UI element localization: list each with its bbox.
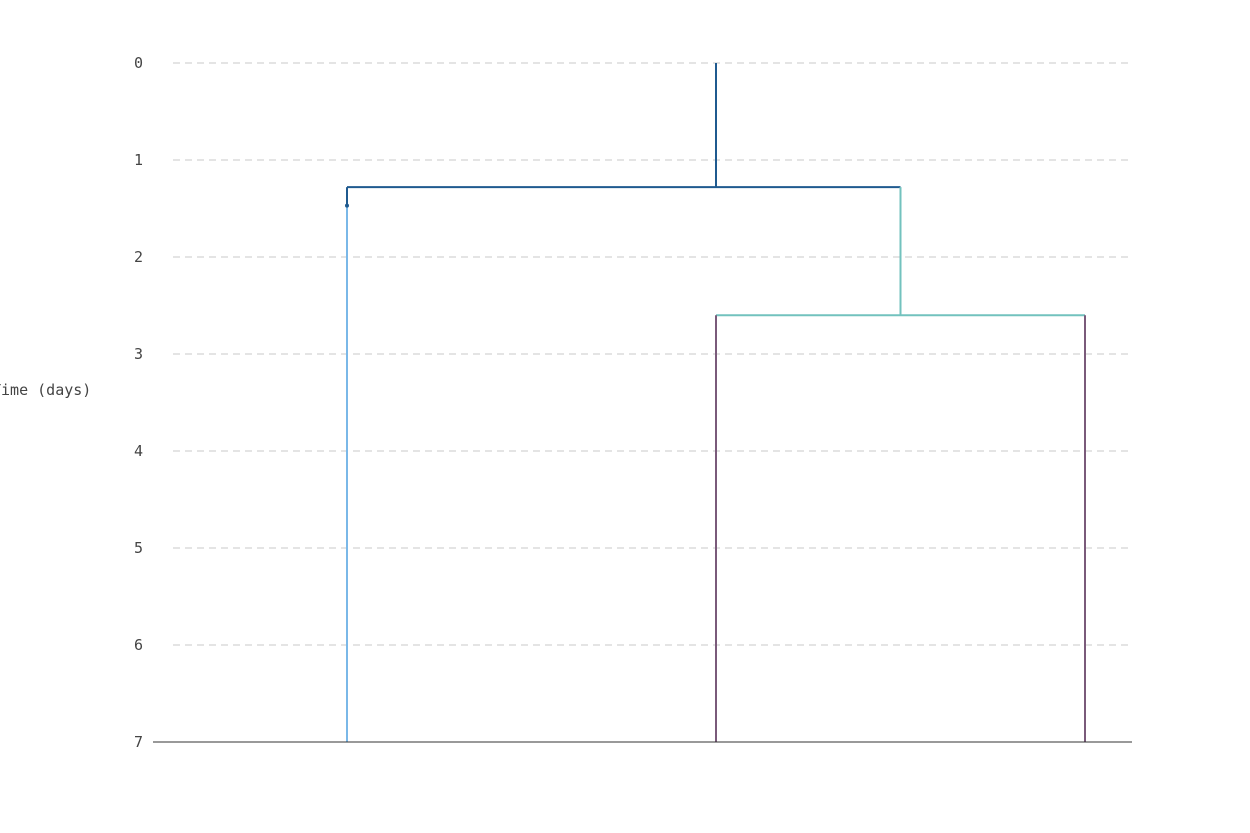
y-tick-label: 1 — [134, 151, 143, 169]
grid-lines — [173, 62, 1128, 646]
y-tick-label: 2 — [134, 248, 143, 266]
y-axis-label: Time (days) — [0, 381, 91, 399]
event-marker-0 — [345, 203, 349, 208]
y-tick-label: 7 — [134, 733, 143, 751]
y-tick-label: 6 — [134, 636, 143, 654]
tree-branches — [346, 63, 1086, 742]
y-tick-labels: 0 1 2 3 4 5 6 7 — [134, 54, 143, 751]
y-tick-label: 5 — [134, 539, 143, 557]
y-tick-label: 0 — [134, 54, 143, 72]
y-tick-label: 3 — [134, 345, 143, 363]
y-tick-label: 4 — [134, 442, 143, 460]
event-markers — [345, 203, 349, 208]
